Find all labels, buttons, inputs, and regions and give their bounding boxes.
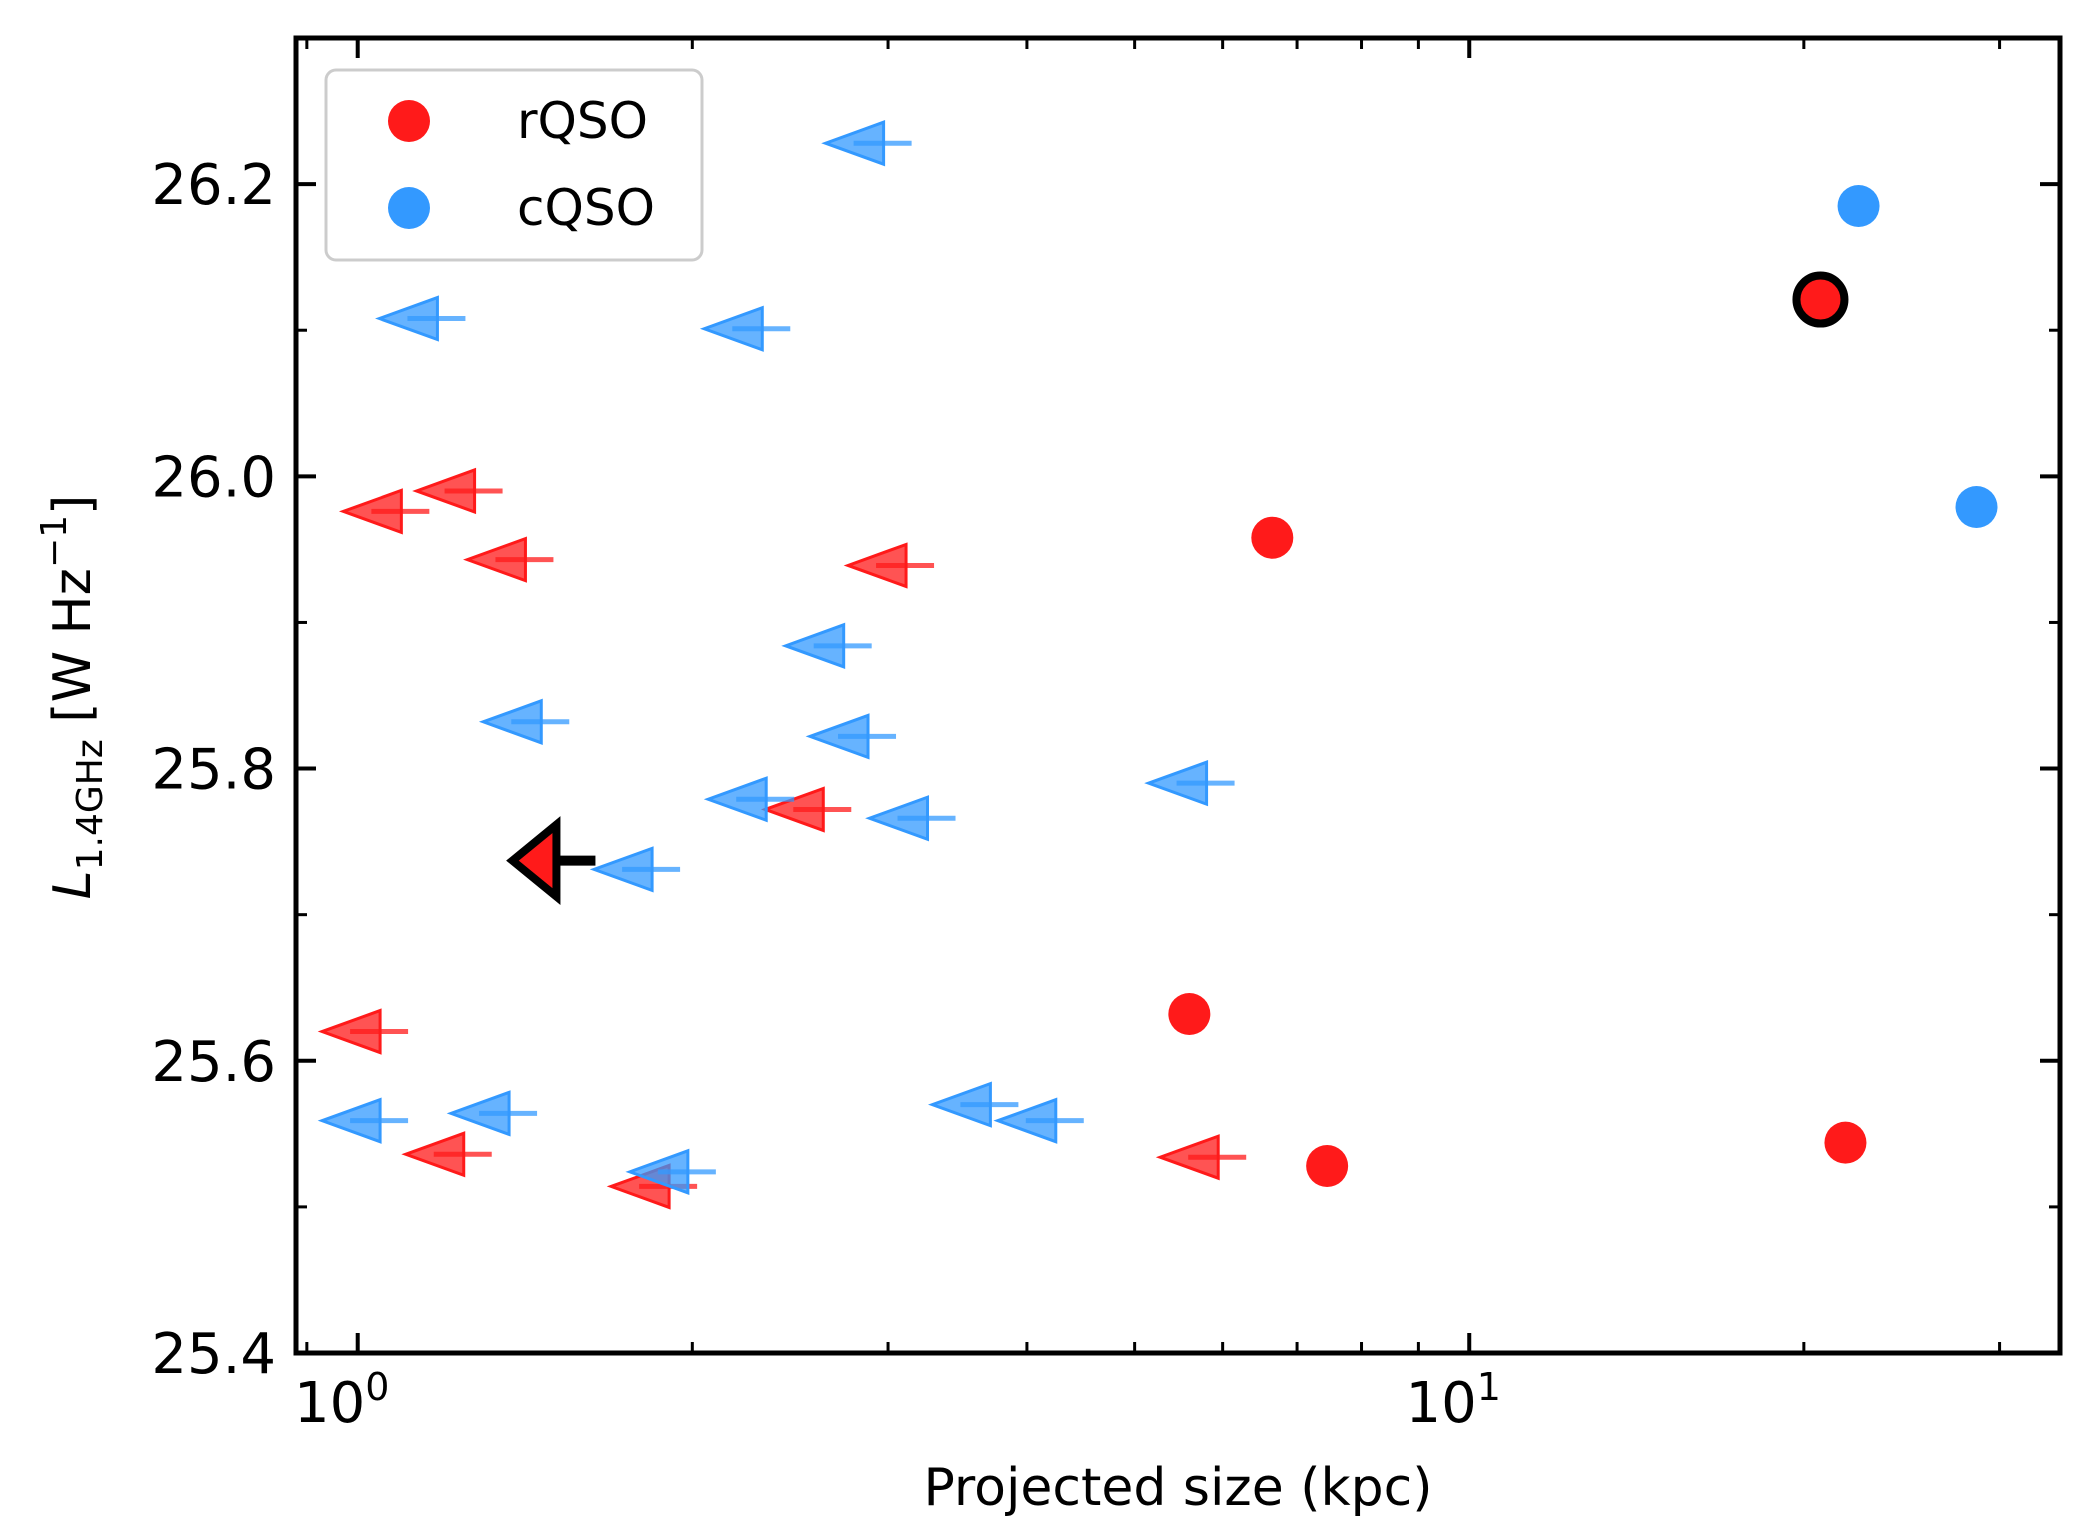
y-tick-label: 25.8	[151, 738, 276, 803]
axis-tick-labels: 25.4 25.6 25.8 26.0 26.2 100 101	[151, 153, 1501, 1436]
upper-limit-marker	[1155, 1134, 1247, 1181]
legend-label-cqso: cQSO	[517, 179, 655, 237]
upper-limit-marker	[699, 305, 791, 352]
upper-limit-marker	[993, 1097, 1084, 1144]
upper-limit-marker	[625, 1148, 716, 1195]
upper-limit-marker	[317, 1097, 409, 1144]
upper-limit-marker	[401, 1131, 492, 1178]
upper-limit-marker	[589, 846, 681, 893]
legend: rQSO cQSO	[324, 68, 704, 262]
upper-limit-marker	[703, 776, 795, 823]
limit-arrow-head	[506, 816, 561, 906]
upper-limit-marker	[412, 467, 503, 515]
legend-marker-rqso	[388, 100, 430, 142]
data-point	[1955, 486, 1998, 529]
limit-arrow-head	[412, 467, 477, 515]
y-axis-title: L1.4GHz [W Hz−1]	[34, 495, 111, 900]
limit-arrow-head	[317, 1097, 382, 1144]
upper-limit-marker	[805, 713, 897, 760]
limit-arrow-head	[865, 795, 930, 842]
limit-arrow-head	[463, 536, 527, 583]
y-axis-units-exponent: −1	[34, 515, 75, 568]
upper-limit-marker	[760, 786, 852, 833]
y-tick-label: 26.0	[151, 445, 276, 510]
limit-arrow-head	[317, 1008, 382, 1055]
limit-arrow-head	[478, 698, 543, 745]
data-marks	[317, 120, 1998, 1210]
upper-limit-marker	[843, 542, 935, 589]
upper-limit-marker	[781, 622, 872, 669]
y-tick-label: 26.2	[151, 153, 276, 218]
limit-arrow-head	[699, 305, 764, 352]
highlighted-upper-limit	[506, 816, 596, 906]
y-axis-units: [W Hz	[43, 568, 103, 739]
legend-marker-cqso	[388, 187, 430, 229]
upper-limit-marker	[463, 536, 554, 583]
limit-arrow-head	[703, 776, 768, 823]
upper-limit-marker	[821, 120, 912, 167]
limit-arrow-head	[927, 1081, 992, 1128]
upper-limit-marker	[478, 698, 570, 745]
x-tick-label: 100	[294, 1365, 389, 1436]
limit-arrow-head	[338, 488, 403, 535]
data-point	[1799, 278, 1842, 321]
data-point	[1251, 516, 1294, 559]
upper-limit-marker	[865, 795, 956, 842]
highlighted-point-ring	[1792, 271, 1849, 328]
data-point	[1824, 1121, 1867, 1164]
limit-arrow-head	[760, 786, 825, 833]
limit-arrow-head	[401, 1131, 466, 1178]
limit-arrow-head	[1155, 1134, 1220, 1181]
data-point	[1837, 185, 1880, 228]
upper-limit-marker	[446, 1090, 538, 1137]
plot-frame	[293, 35, 2063, 1356]
upper-limit-marker	[927, 1081, 1019, 1128]
limit-arrow-head	[805, 713, 870, 760]
upper-limit-marker	[1144, 760, 1235, 807]
y-axis-units-close: ]	[43, 495, 103, 515]
limit-arrow-head	[1144, 760, 1209, 807]
legend-label-rqso: rQSO	[517, 92, 648, 150]
y-tick-label: 25.4	[151, 1322, 276, 1387]
limit-arrow-head	[625, 1148, 690, 1195]
x-tick-label: 101	[1406, 1365, 1501, 1436]
y-axis-subscript: 1.4GHz	[70, 739, 111, 870]
limit-arrow-head	[375, 295, 439, 342]
upper-limit-marker	[375, 295, 466, 342]
data-point	[1168, 993, 1211, 1036]
upper-limit-marker	[338, 488, 430, 535]
limit-arrow-head	[993, 1097, 1058, 1144]
y-tick-label: 25.6	[151, 1030, 276, 1095]
limit-arrow-head	[589, 846, 654, 893]
limit-arrow-head	[821, 120, 886, 167]
limit-arrow-head	[843, 542, 908, 589]
x-axis-title: Projected size (kpc)	[923, 1458, 1432, 1518]
upper-limit-marker	[317, 1008, 409, 1055]
axis-ticks	[296, 38, 2060, 1355]
data-point	[1306, 1144, 1349, 1187]
limit-arrow-head	[781, 622, 846, 669]
limit-arrow-head	[446, 1090, 511, 1137]
y-axis-symbol: L	[43, 870, 103, 899]
